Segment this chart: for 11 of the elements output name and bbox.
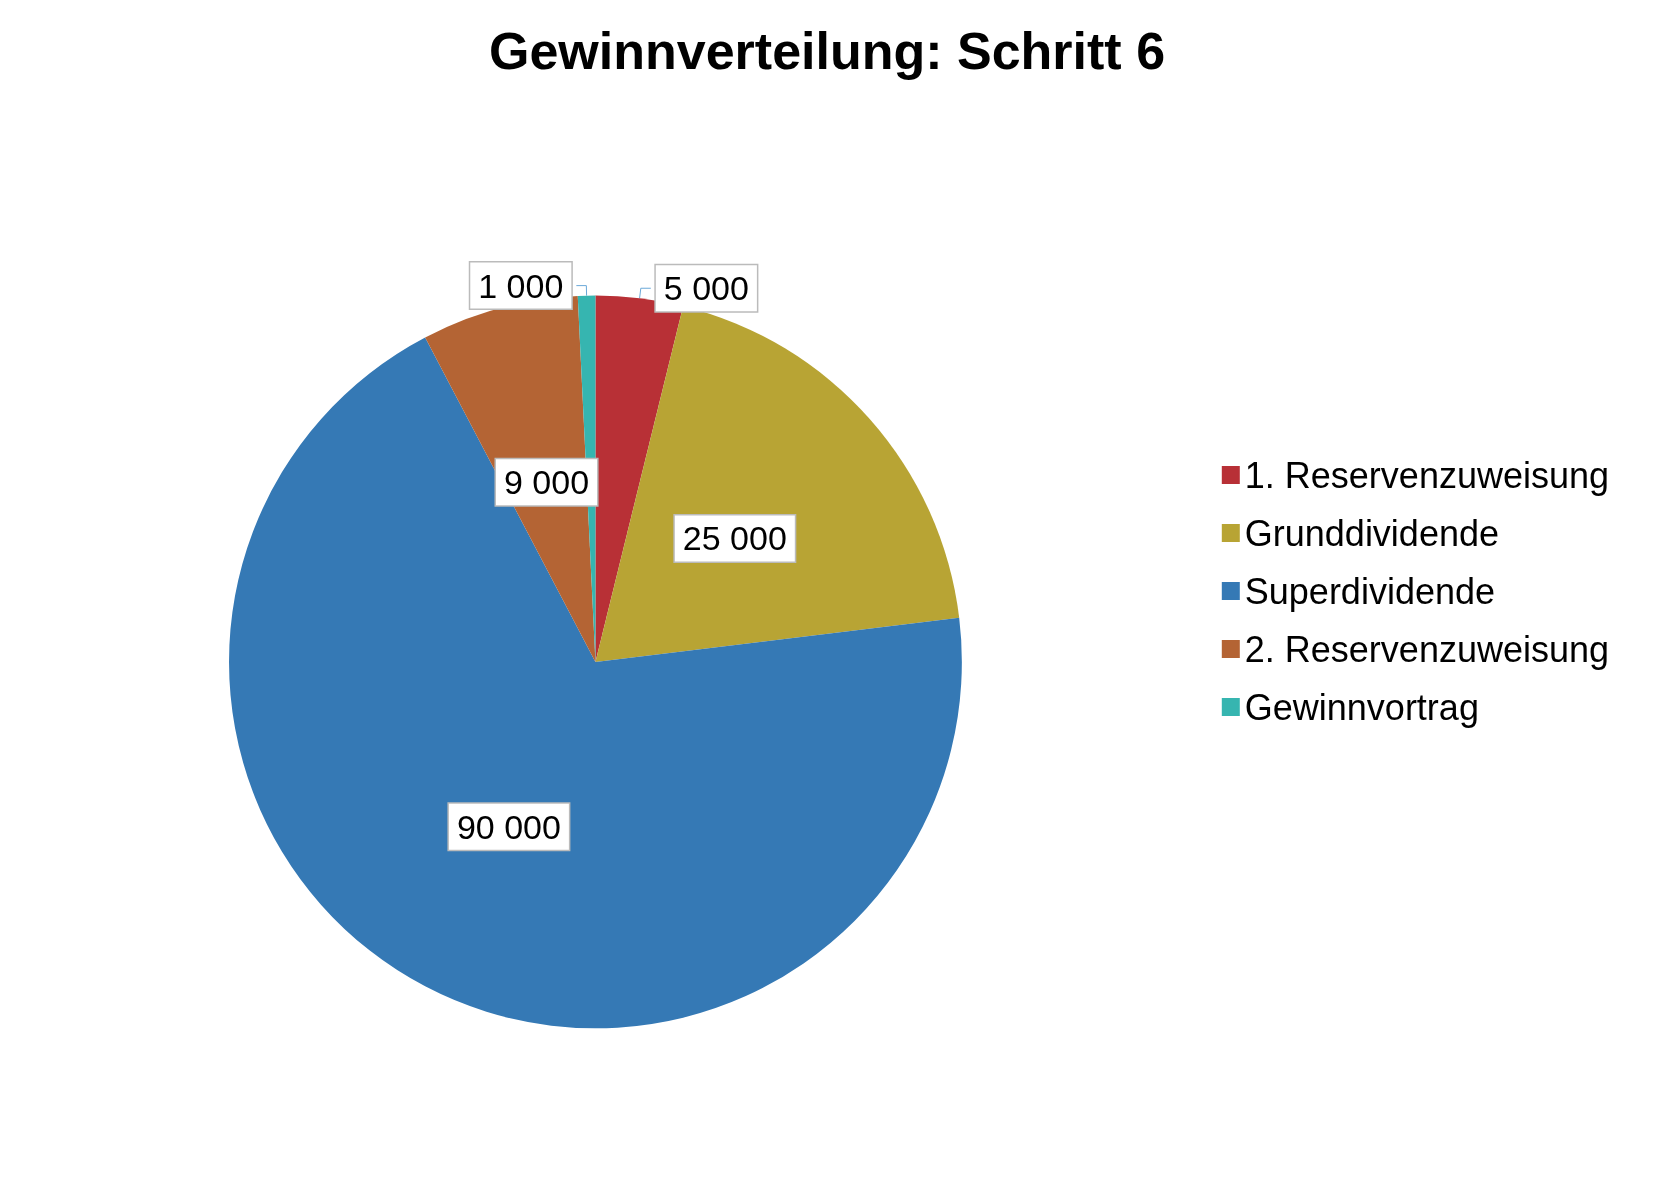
legend-label: 2. Reservenzuweisung bbox=[1244, 628, 1609, 670]
data-label: 25 000 bbox=[682, 519, 787, 558]
legend-label: Gewinnvortrag bbox=[1244, 686, 1479, 728]
data-label: 5 000 bbox=[663, 269, 749, 308]
legend-label: 1. Reservenzuweisung bbox=[1244, 454, 1609, 496]
data-label: 90 000 bbox=[456, 807, 561, 846]
legend-label: Superdividende bbox=[1244, 570, 1495, 612]
data-label: 1 000 bbox=[478, 266, 564, 305]
data-label: 9 000 bbox=[503, 463, 590, 502]
legend-label: Grunddividende bbox=[1244, 512, 1499, 554]
chart-title: Gewinnverteilung: Schritt 6 bbox=[488, 22, 1166, 80]
